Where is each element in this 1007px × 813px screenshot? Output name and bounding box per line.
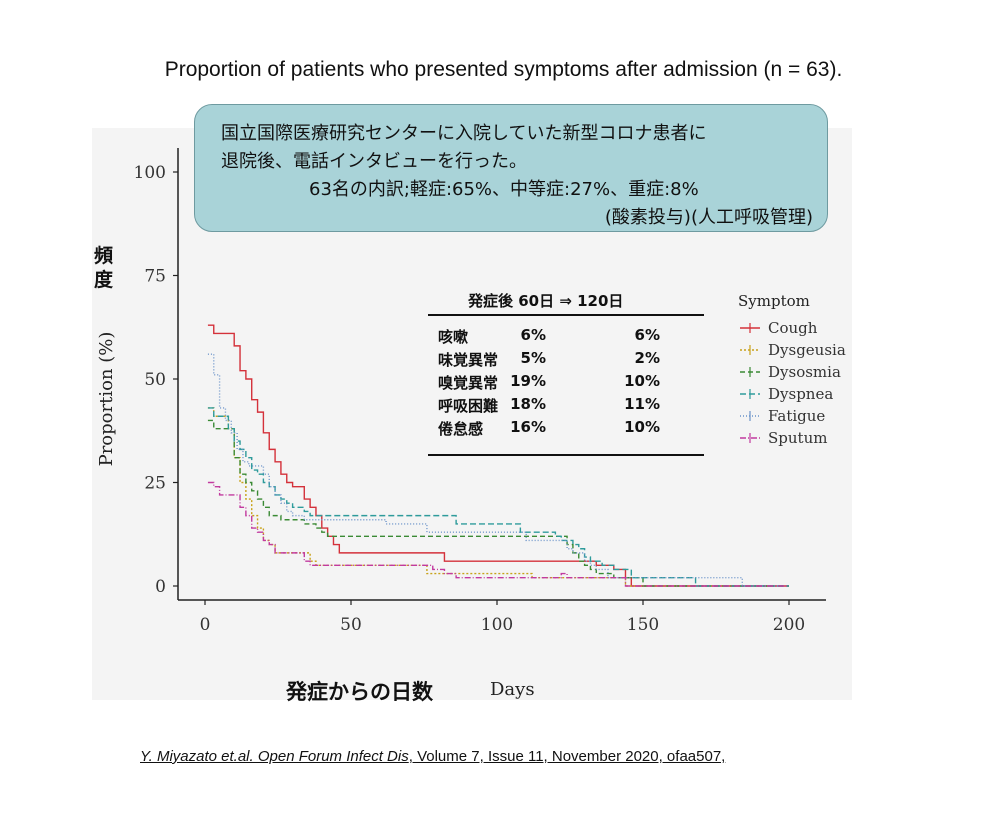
callout-line-1: 国立国際医療研究センターに入院していた新型コロナ患者に — [221, 123, 707, 144]
stats-table: 発症後 60日 ⇒ 120日 咳嗽 6% 6% 味覚異常 5% 2% 嗅覚異常 … — [428, 288, 704, 456]
stats-row: 倦怠感 16% 10% — [438, 418, 664, 440]
callout-line-3: 63名の内訳;軽症:65%、中等症:27%、重症:8% — [309, 179, 699, 200]
y-axis-label: Proportion (%) — [96, 332, 117, 467]
stats-day120-value: 10% — [624, 418, 660, 436]
stats-row: 呼吸困難 18% 11% — [438, 395, 664, 417]
stats-symptom-name: 咳嗽 — [438, 328, 469, 346]
y-tick-label: 75 — [144, 267, 166, 287]
citation: Y. Miyazato et.al. Open Forum Infect Dis… — [140, 748, 725, 765]
stats-symptom-name: 味覚異常 — [438, 351, 499, 369]
jp-x-axis-label: 発症からの日数 — [286, 680, 433, 704]
x-tick-label: 100 — [481, 615, 513, 635]
stats-symptom-name: 呼吸困難 — [438, 397, 499, 415]
stats-symptom-name: 倦怠感 — [438, 420, 484, 438]
x-tick-label: 0 — [200, 615, 211, 635]
stats-header: 発症後 60日 ⇒ 120日 — [468, 292, 624, 310]
stats-day60-value: 5% — [520, 349, 546, 367]
stats-day60-value: 18% — [510, 395, 546, 413]
stats-bottom-rule — [428, 454, 704, 456]
y-tick-label: 50 — [144, 370, 166, 390]
x-tick-label: 200 — [773, 615, 805, 635]
x-tick-label: 50 — [340, 615, 362, 635]
legend-entry-cough: Cough — [768, 319, 818, 337]
series-line-sputum — [207, 481, 789, 587]
legend-entry-sputum: Sputum — [768, 429, 827, 447]
series-line-cough — [207, 324, 789, 587]
legend-entry-fatigue: Fatigue — [768, 407, 825, 425]
stats-row: 咳嗽 6% 6% — [438, 326, 664, 348]
stats-day60-value: 16% — [510, 418, 546, 436]
legend-title: Symptom — [738, 292, 810, 310]
legend-entry-dysosmia: Dysosmia — [768, 363, 841, 381]
series-line-dysgeusia — [207, 407, 789, 587]
stats-top-rule — [428, 314, 704, 316]
stats-day120-value: 6% — [634, 326, 660, 344]
stats-row: 嗅覚異常 19% 10% — [438, 372, 664, 394]
stats-day60-value: 6% — [520, 326, 546, 344]
stats-symptom-name: 嗅覚異常 — [438, 374, 499, 392]
legend-entry-dyspnea: Dyspnea — [768, 385, 833, 403]
stats-day60-value: 19% — [510, 372, 546, 390]
citation-rest: , Volume 7, Issue 11, November 2020, ofa… — [408, 748, 726, 765]
jp-y-axis-label: 頻度 — [94, 245, 114, 291]
stats-day120-value: 10% — [624, 372, 660, 390]
y-tick-label: 0 — [155, 577, 166, 597]
stats-day120-value: 2% — [634, 349, 660, 367]
citation-authors: Y. Miyazato et.al. Open Forum Infect Dis — [140, 748, 409, 765]
callout-box: 国立国際医療研究センターに入院していた新型コロナ患者に 退院後、電話インタビュー… — [194, 104, 828, 232]
callout-line-2: 退院後、電話インタビューを行った。 — [221, 151, 527, 172]
callout-line-4: (酸素投与)(人工呼吸管理) — [604, 207, 813, 228]
y-tick-label: 100 — [134, 163, 166, 183]
series-line-dyspnea — [207, 407, 789, 587]
slide-title: Proportion of patients who presented sym… — [164, 58, 843, 81]
stats-row: 味覚異常 5% 2% — [438, 349, 664, 371]
x-tick-label: 150 — [627, 615, 659, 635]
series-line-dysosmia — [207, 419, 789, 587]
stats-day120-value: 11% — [624, 395, 660, 413]
survival-chart: 0 25 50 75 100 0 50 100 150 200 Days Proportion (%)… — [96, 148, 846, 700]
x-axis-label: Days — [490, 679, 535, 700]
y-tick-label: 25 — [144, 474, 166, 494]
legend-entry-dysgeusia: Dysgeusia — [768, 341, 846, 359]
